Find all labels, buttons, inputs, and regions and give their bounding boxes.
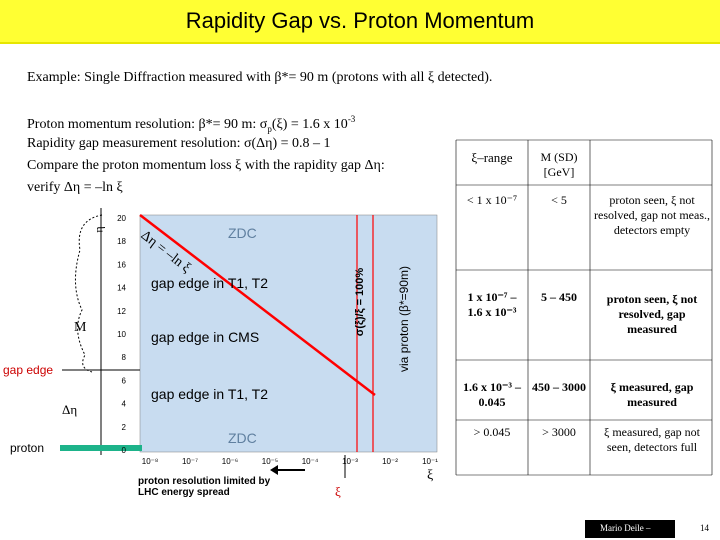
y-tick-label: 10	[117, 330, 126, 339]
proton-label: proton	[10, 441, 45, 455]
table-header-mass: M (SD) [GeV]	[540, 150, 578, 179]
zdc-top-label: ZDC	[228, 225, 257, 241]
x-tick-label: 10⁻⁷	[182, 457, 198, 466]
verify-line: verify Δη = –ln ξ	[27, 180, 123, 195]
xi-axis-label: ξ	[427, 468, 434, 483]
x-tick-label: 10⁻²	[382, 457, 398, 466]
page-number: 14	[700, 523, 709, 533]
region-t1-upper: gap edge in T1, T2	[151, 275, 269, 291]
y-tick-label: 6	[122, 376, 127, 385]
y-tick-label: 8	[122, 353, 127, 362]
resolution-note-2: LHC energy spread	[138, 487, 230, 498]
resolution-note-1: proton resolution limited by	[138, 476, 271, 487]
row3-range: 1.6 x 10⁻³ – 0.045	[463, 380, 521, 409]
y-tick-label: 12	[117, 307, 126, 316]
region-cms: gap edge in CMS	[151, 329, 260, 345]
resolution-line-1: Proton momentum resolution: β*= 90 m: σp…	[27, 114, 355, 134]
row2-range: 1 x 10⁻⁷ – 1.6 x 10⁻³	[467, 290, 517, 319]
x-tick-label: 10⁻³	[342, 457, 358, 466]
m-label: M	[74, 320, 87, 335]
row3-mass: 450 – 3000	[532, 380, 586, 394]
y-tick-label: 14	[117, 284, 126, 293]
x-tick-label: 10⁻⁴	[302, 457, 319, 466]
y-tick-label: 0	[122, 446, 127, 455]
resolution-arrow-head	[270, 465, 278, 475]
row1-status: proton seen, ξ not resolved, gap not mea…	[594, 193, 710, 237]
x-tick-label: 10⁻⁶	[222, 457, 238, 466]
x-tick-label: 10⁻⁸	[142, 457, 159, 466]
resolution-text-a: Proton momentum resolution: β*= 90 m: σ	[27, 117, 268, 132]
zdc-bottom-label: ZDC	[228, 430, 257, 446]
row3-status: ξ measured, gap measured	[610, 380, 694, 409]
table-header-range: ξ–range	[471, 150, 513, 165]
resolution-superscript: -3	[347, 114, 356, 124]
y-tick-label: 4	[122, 400, 127, 409]
plot-border	[139, 214, 438, 453]
row2-mass: 5 – 450	[541, 290, 577, 304]
title-bar	[0, 0, 720, 44]
footer-author: Mario Deile –	[600, 523, 651, 533]
resolution-text-b: (ξ) = 1.6 x 10	[271, 117, 348, 132]
x-tick-label: 10⁻⁵	[262, 457, 278, 466]
mass-profile-curve	[75, 214, 103, 373]
example-prefix: Example: Single Diffraction	[27, 70, 186, 85]
resolution-subscript: p	[267, 123, 272, 134]
y-tick-label: 2	[122, 423, 127, 432]
row1-mass: < 5	[551, 193, 567, 207]
y-tick-label: 18	[117, 237, 126, 246]
xi-arrow-label: ξ	[335, 484, 341, 499]
footer-box	[585, 520, 675, 538]
y-tick-label: 16	[117, 260, 126, 269]
compare-line: Compare the proton momentum loss ξ with …	[27, 158, 385, 173]
y-tick-label: 20	[117, 214, 126, 223]
region-t1-lower: gap edge in T1, T2	[151, 386, 269, 402]
row4-range: > 0.045	[473, 425, 511, 439]
page-title: Rapidity Gap vs. Proton Momentum	[185, 8, 535, 33]
plot-area	[140, 215, 437, 452]
resolution-line-2: Rapidity gap measurement resolution: σ(Δ…	[27, 136, 331, 151]
example-rest: measured with β*= 90 m (protons with all…	[185, 70, 493, 85]
delta-eta-label: Δη	[62, 402, 78, 417]
x-tick-label: 10⁻¹	[422, 457, 438, 466]
proton-bar	[60, 445, 142, 451]
example-line: Example: Single Diffraction measured wit…	[27, 70, 492, 86]
row4-status: ξ measured, gap not seen, detectors full	[604, 425, 700, 454]
row1-range: < 1 x 10⁻⁷	[466, 193, 518, 207]
gap-edge-label: gap edge	[3, 363, 54, 377]
row2-status: proton seen, ξ not resolved, gap measure…	[606, 292, 698, 336]
row4-mass: > 3000	[542, 425, 576, 439]
diagonal-line	[139, 214, 376, 396]
